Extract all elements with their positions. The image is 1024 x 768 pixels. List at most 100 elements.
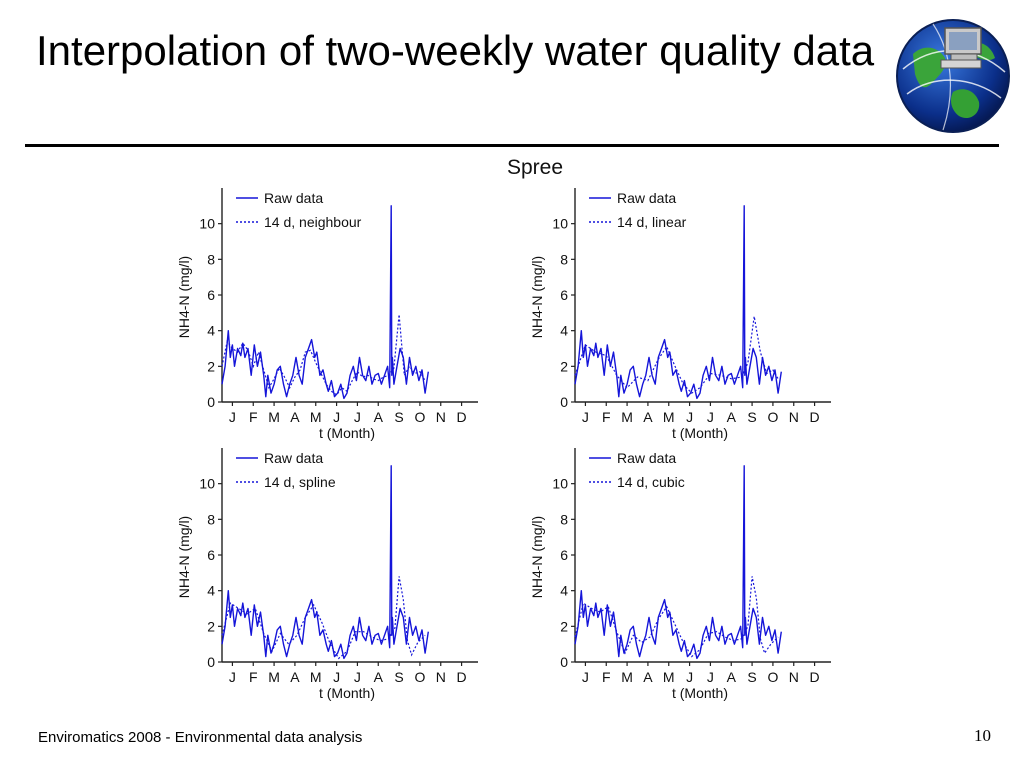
interpolated-line xyxy=(574,316,779,394)
x-tick-label: A xyxy=(643,409,653,425)
x-tick-label: J xyxy=(229,669,236,685)
y-tick-label: 0 xyxy=(560,654,568,670)
y-tick-label: 2 xyxy=(560,358,568,374)
x-tick-label: J xyxy=(229,409,236,425)
y-tick-label: 8 xyxy=(560,511,568,527)
x-tick-label: J xyxy=(686,409,693,425)
y-axis-label: NH4-N (mg/l) xyxy=(529,516,545,598)
x-tick-label: O xyxy=(414,669,425,685)
y-tick-label: 4 xyxy=(207,323,215,339)
raw-data-line xyxy=(221,465,429,660)
x-tick-label: N xyxy=(436,409,446,425)
x-tick-label: J xyxy=(582,409,589,425)
x-tick-label: J xyxy=(707,669,714,685)
y-tick-label: 6 xyxy=(560,287,568,303)
x-tick-label: S xyxy=(747,409,756,425)
y-tick-label: 8 xyxy=(207,251,215,267)
x-tick-label: O xyxy=(414,409,425,425)
x-tick-label: N xyxy=(789,409,799,425)
x-tick-label: M xyxy=(663,669,675,685)
legend-interp-label: 14 d, cubic xyxy=(617,474,685,490)
interpolated-line xyxy=(221,314,426,396)
x-tick-label: J xyxy=(354,409,361,425)
raw-data-line xyxy=(574,205,782,400)
footer-text: Enviromatics 2008 - Environmental data a… xyxy=(38,729,363,746)
x-tick-label: M xyxy=(310,669,322,685)
y-tick-label: 0 xyxy=(560,394,568,410)
y-tick-label: 8 xyxy=(560,251,568,267)
x-tick-label: J xyxy=(333,409,340,425)
x-axis-label: t (Month) xyxy=(672,685,728,701)
y-tick-label: 8 xyxy=(207,511,215,527)
slide-title: Interpolation of two-weekly water qualit… xyxy=(36,27,875,74)
y-tick-label: 6 xyxy=(207,287,215,303)
x-tick-label: D xyxy=(810,669,820,685)
x-tick-label: J xyxy=(333,669,340,685)
x-tick-label: D xyxy=(810,409,820,425)
page-number: 10 xyxy=(974,726,991,745)
x-tick-label: J xyxy=(686,669,693,685)
y-tick-label: 2 xyxy=(207,618,215,634)
x-tick-label: O xyxy=(767,669,778,685)
x-tick-label: S xyxy=(394,409,403,425)
y-tick-label: 10 xyxy=(199,476,215,492)
x-tick-label: A xyxy=(290,669,300,685)
y-axis-label: NH4-N (mg/l) xyxy=(529,256,545,338)
x-tick-label: S xyxy=(747,669,756,685)
x-tick-label: F xyxy=(602,409,611,425)
x-tick-label: J xyxy=(707,409,714,425)
x-tick-label: J xyxy=(582,669,589,685)
raw-data-line xyxy=(221,205,429,400)
x-tick-label: M xyxy=(621,669,633,685)
legend-raw-label: Raw data xyxy=(264,450,323,466)
globe-computer-icon xyxy=(893,14,1013,134)
legend-interp-label: 14 d, spline xyxy=(264,474,336,490)
x-tick-label: A xyxy=(727,669,737,685)
y-axis-label: NH4-N (mg/l) xyxy=(176,256,192,338)
raw-data-line xyxy=(574,465,782,660)
x-axis-label: t (Month) xyxy=(319,685,375,701)
y-tick-label: 0 xyxy=(207,394,215,410)
x-tick-label: F xyxy=(602,669,611,685)
y-tick-label: 10 xyxy=(552,216,568,232)
interpolated-line xyxy=(221,576,426,660)
x-tick-label: A xyxy=(374,669,384,685)
y-tick-label: 10 xyxy=(199,216,215,232)
y-axis-label: NH4-N (mg/l) xyxy=(176,516,192,598)
legend-interp-label: 14 d, neighbour xyxy=(264,214,362,230)
y-tick-label: 2 xyxy=(560,618,568,634)
x-axis-label: t (Month) xyxy=(672,425,728,441)
legend-raw-label: Raw data xyxy=(264,190,323,206)
y-tick-label: 6 xyxy=(560,547,568,563)
x-tick-label: N xyxy=(436,669,446,685)
y-tick-label: 4 xyxy=(560,323,568,339)
y-tick-label: 4 xyxy=(560,583,568,599)
x-tick-label: A xyxy=(290,409,300,425)
x-tick-label: M xyxy=(268,669,280,685)
y-tick-label: 0 xyxy=(207,654,215,670)
x-axis-label: t (Month) xyxy=(319,425,375,441)
x-tick-label: O xyxy=(767,409,778,425)
x-tick-label: D xyxy=(457,409,467,425)
x-tick-label: A xyxy=(643,669,653,685)
x-tick-label: F xyxy=(249,669,258,685)
figure-title: Spree xyxy=(507,156,563,179)
title-divider xyxy=(25,144,999,147)
legend-raw-label: Raw data xyxy=(617,190,676,206)
legend-raw-label: Raw data xyxy=(617,450,676,466)
y-tick-label: 2 xyxy=(207,358,215,374)
x-tick-label: J xyxy=(354,669,361,685)
x-tick-label: F xyxy=(249,409,258,425)
legend-interp-label: 14 d, linear xyxy=(617,214,687,230)
y-tick-label: 4 xyxy=(207,583,215,599)
x-tick-label: S xyxy=(394,669,403,685)
x-tick-label: M xyxy=(663,409,675,425)
x-tick-label: M xyxy=(268,409,280,425)
x-tick-label: A xyxy=(374,409,384,425)
y-tick-label: 10 xyxy=(552,476,568,492)
